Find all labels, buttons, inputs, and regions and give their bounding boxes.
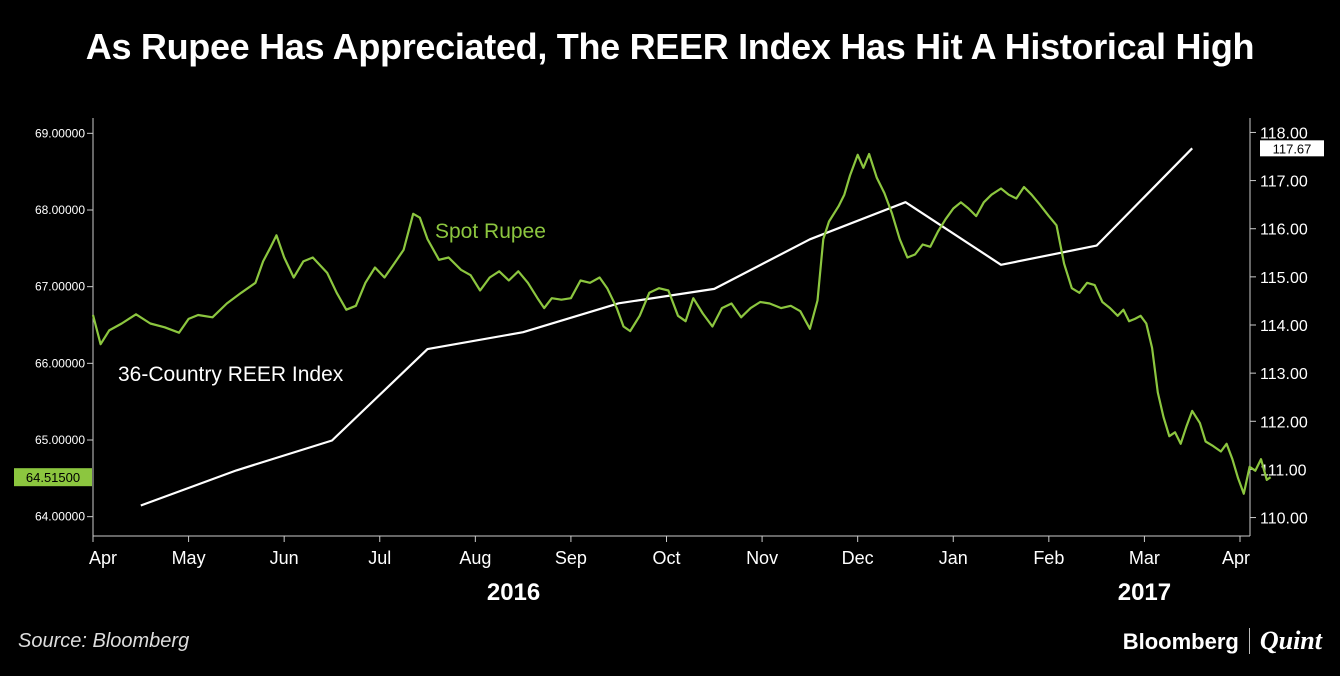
right-axis-tick-label: 112.00 — [1260, 414, 1308, 431]
x-axis-month-label: May — [172, 548, 206, 568]
series-label-spot-rupee: Spot Rupee — [435, 220, 546, 243]
x-axis-month-label: Nov — [746, 548, 778, 568]
right-axis-tick-label: 116.00 — [1260, 222, 1308, 239]
last-value-tag-spot-rupee — [14, 468, 92, 487]
right-axis-tick-label: 115.00 — [1260, 270, 1308, 287]
right-axis-tick-label: 117.00 — [1260, 174, 1308, 191]
axes: 69.00000 68.00000 67.00000 66.00000 65.00000… — [35, 118, 1308, 606]
left-axis-tick-label: 65.00000 — [35, 433, 85, 447]
last-value-label-spot-rupee: 64.51500 — [26, 470, 80, 485]
x-axis-month-label: Feb — [1033, 548, 1064, 568]
right-axis-tick-label: 113.00 — [1260, 366, 1308, 383]
brand-quint: Quint — [1259, 626, 1322, 655]
x-axis-month-label: Jul — [368, 548, 391, 568]
left-axis-tick-label: 67.00000 — [35, 280, 85, 294]
labels-layer: Spot Rupee 36-Country REER Index 64.51500 1… — [14, 140, 1324, 487]
brand-divider — [1248, 628, 1250, 654]
right-axis-tick-label: 111.00 — [1260, 462, 1307, 479]
left-axis-tick-label: 66.00000 — [35, 356, 85, 370]
brand-bloomberg: Bloomberg — [1122, 629, 1239, 654]
series-layer — [91, 147, 1272, 507]
brand-logo: Bloomberg Quint — [1123, 626, 1322, 656]
left-axis-tick-label: 69.00000 — [35, 126, 85, 140]
left-axis-tick-label: 68.00000 — [35, 203, 85, 217]
last-value-tag-reer — [1260, 140, 1324, 157]
right-axis-tick-label: 114.00 — [1260, 318, 1308, 335]
x-axis-month-label: Oct — [652, 548, 680, 568]
x-axis-month-label: Jun — [270, 548, 299, 568]
x-axis-month-label: Jan — [939, 548, 968, 568]
source-note: Source: Bloomberg — [18, 630, 190, 652]
x-axis-year-label: 2017 — [1118, 579, 1171, 606]
right-axis-tick-label: 110.00 — [1260, 511, 1308, 528]
left-axis-tick-label: 64.00000 — [35, 510, 85, 524]
series-line-reer — [140, 147, 1193, 507]
right-axis-tick-label: 118.00 — [1260, 125, 1308, 142]
x-axis-month-label: Apr — [89, 548, 117, 568]
series-line-spot-rupee — [91, 152, 1272, 495]
series-label-reer: 36-Country REER Index — [118, 363, 344, 386]
x-axis-month-label: Mar — [1129, 548, 1160, 568]
x-axis-month-label: Aug — [459, 548, 491, 568]
last-value-label-reer: 117.67 — [1273, 141, 1312, 156]
x-axis-month-label: Dec — [842, 548, 874, 568]
x-axis-month-label: Apr — [1222, 548, 1250, 568]
x-axis-month-label: Sep — [555, 548, 587, 568]
x-axis-year-label: 2016 — [487, 579, 540, 606]
chart-title: As Rupee Has Appreciated, The REER Index… — [85, 26, 1255, 67]
